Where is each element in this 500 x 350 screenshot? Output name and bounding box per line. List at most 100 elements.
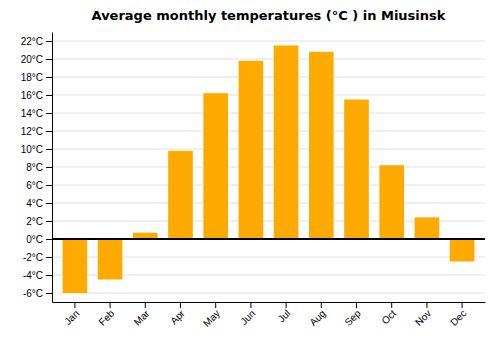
x-tick: Sep bbox=[343, 302, 364, 328]
y-tick: 4°C bbox=[26, 198, 52, 209]
y-tick: -2°C bbox=[23, 252, 52, 263]
x-tick: Jun bbox=[238, 302, 257, 327]
grid-line bbox=[52, 95, 485, 96]
y-tick-mark bbox=[46, 257, 52, 258]
x-tick-mark bbox=[391, 302, 392, 308]
grid-line bbox=[52, 293, 485, 294]
x-tick-label: Mar bbox=[132, 307, 152, 327]
plot: -6°C -4°C -2°C 0°C 2°C 4°C 6°C 8°C 10°C 12°C 14°C 1… bbox=[21, 33, 486, 329]
y-tick-label: 2°C bbox=[26, 216, 43, 227]
y-axis: -6°C -4°C -2°C 0°C 2°C 4°C 6°C 8°C 10°C 12°C 14°C 1… bbox=[21, 33, 53, 303]
y-tick: 10°C bbox=[21, 144, 52, 155]
y-tick-mark bbox=[46, 203, 52, 204]
y-tick-label: 12°C bbox=[21, 126, 43, 137]
y-tick-label: 4°C bbox=[26, 198, 43, 209]
x-tick-mark bbox=[180, 302, 181, 308]
x-tick-label: Aug bbox=[307, 308, 327, 328]
x-tick-mark bbox=[74, 302, 75, 308]
x-tick: Jul bbox=[276, 302, 293, 324]
y-tick-label: 18°C bbox=[21, 72, 43, 83]
x-tick-mark bbox=[110, 302, 111, 308]
y-tick-label: 0°C bbox=[26, 234, 43, 245]
grid-line bbox=[52, 239, 485, 240]
bar bbox=[98, 239, 123, 280]
x-tick-label: Jul bbox=[276, 308, 293, 325]
grid-line bbox=[52, 185, 485, 186]
x-tick: Feb bbox=[96, 302, 116, 328]
x-tick-label: Nov bbox=[413, 308, 433, 328]
x-tick: Apr bbox=[168, 302, 187, 326]
x-tick-mark bbox=[250, 302, 251, 308]
x-tick-label: Dec bbox=[448, 308, 468, 328]
bar bbox=[309, 52, 334, 239]
y-tick: -6°C bbox=[23, 288, 52, 299]
y-tick-mark bbox=[46, 239, 52, 240]
y-tick: 14°C bbox=[21, 108, 52, 119]
grid-line bbox=[52, 41, 485, 42]
bar bbox=[344, 100, 369, 240]
x-tick: Aug bbox=[307, 302, 327, 328]
x-tick-mark bbox=[321, 302, 322, 308]
bar bbox=[415, 217, 440, 239]
y-tick: 20°C bbox=[21, 54, 52, 65]
y-tick: 8°C bbox=[26, 162, 52, 173]
y-tick-mark bbox=[46, 95, 52, 96]
x-tick: Oct bbox=[379, 302, 398, 326]
y-tick-mark bbox=[46, 131, 52, 132]
bar bbox=[203, 93, 228, 239]
grid-line bbox=[52, 59, 485, 60]
x-tick-label: Feb bbox=[96, 307, 116, 327]
y-tick-label: 10°C bbox=[21, 144, 43, 155]
y-tick: 0°C bbox=[26, 234, 52, 245]
grid bbox=[52, 41, 485, 293]
x-axis: Jan Feb Mar Apr May Jun Jul Aug Sep Oct Nov Dec bbox=[53, 302, 486, 329]
bar bbox=[133, 233, 158, 239]
grid-line bbox=[52, 77, 485, 78]
y-axis-line bbox=[52, 33, 53, 303]
y-tick: 2°C bbox=[26, 216, 52, 227]
x-tick: May bbox=[201, 302, 222, 329]
y-tick-label: 6°C bbox=[26, 180, 43, 191]
x-tick-label: May bbox=[201, 308, 222, 329]
grid-line bbox=[52, 149, 485, 150]
x-tick-mark bbox=[145, 302, 146, 308]
y-tick: 18°C bbox=[21, 72, 52, 83]
bar bbox=[168, 151, 193, 239]
bar bbox=[239, 61, 264, 239]
bars bbox=[63, 46, 475, 294]
grid-line bbox=[52, 131, 485, 132]
title: Average monthly temperatures (°C ) in Mi… bbox=[92, 8, 446, 23]
y-tick-mark bbox=[46, 59, 52, 60]
x-tick-label: Apr bbox=[168, 307, 187, 326]
y-tick: -4°C bbox=[23, 270, 52, 281]
grid-line bbox=[52, 113, 485, 114]
y-tick: 16°C bbox=[21, 90, 52, 101]
y-tick-mark bbox=[46, 293, 52, 294]
bar bbox=[274, 46, 299, 240]
x-tick-label: Jun bbox=[238, 308, 257, 327]
x-axis-line bbox=[53, 302, 486, 303]
y-tick-label: 16°C bbox=[21, 90, 43, 101]
zero-line bbox=[52, 238, 485, 240]
x-tick-mark bbox=[215, 302, 216, 308]
y-tick-label: 14°C bbox=[21, 108, 43, 119]
x-tick-label: Oct bbox=[379, 308, 398, 327]
y-tick-mark bbox=[46, 149, 52, 150]
bar bbox=[450, 239, 475, 262]
x-tick: Mar bbox=[132, 302, 152, 328]
y-tick-label: -6°C bbox=[23, 288, 43, 299]
x-tick-mark bbox=[286, 302, 287, 308]
bar bbox=[379, 165, 404, 239]
y-tick-label: 20°C bbox=[21, 54, 43, 65]
y-tick-mark bbox=[46, 113, 52, 114]
y-tick-label: -4°C bbox=[23, 270, 43, 281]
y-tick-label: -2°C bbox=[23, 252, 43, 263]
grid-line bbox=[52, 167, 485, 168]
x-tick-mark bbox=[356, 302, 357, 308]
y-tick-mark bbox=[46, 167, 52, 168]
x-tick: Jan bbox=[62, 302, 81, 327]
y-tick: 22°C bbox=[21, 36, 52, 47]
x-tick-mark bbox=[462, 302, 463, 308]
y-tick-label: 8°C bbox=[26, 162, 43, 173]
grid-line bbox=[52, 203, 485, 204]
